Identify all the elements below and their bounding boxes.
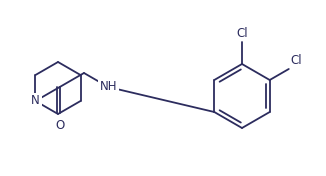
Text: Cl: Cl (236, 27, 248, 40)
Text: O: O (55, 119, 64, 132)
Text: Cl: Cl (291, 54, 303, 67)
Text: NH: NH (99, 80, 117, 93)
Text: N: N (31, 95, 40, 108)
